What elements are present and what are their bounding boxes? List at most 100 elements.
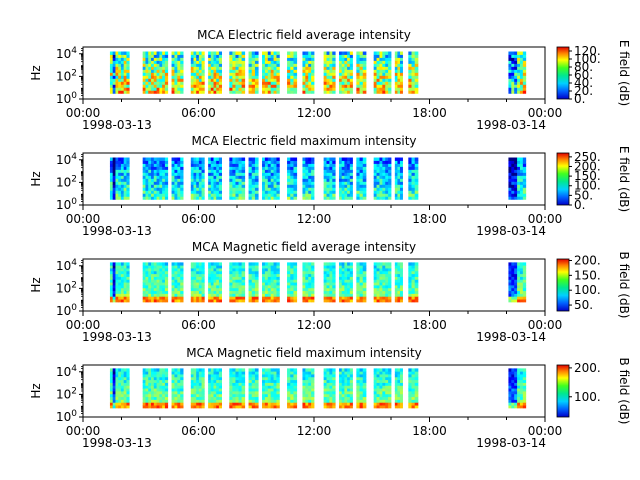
spectrogram-cell — [177, 166, 181, 170]
spectrogram-cell — [344, 299, 348, 303]
spectrogram-cell — [508, 184, 512, 188]
spectrogram-cell — [519, 296, 524, 300]
spectrogram-cell — [171, 402, 175, 406]
spectrogram-cell — [213, 66, 217, 70]
spectrogram-cell — [229, 276, 233, 280]
spectrogram-cell — [376, 175, 380, 179]
spectrogram-cell — [305, 270, 309, 275]
spectrogram-cell — [349, 169, 353, 173]
spectrogram-cell — [262, 75, 266, 79]
spectrogram-cell — [190, 382, 194, 386]
spectrogram-cell — [411, 296, 416, 300]
spectrogram-cell — [232, 293, 236, 297]
spectrogram-cell — [213, 376, 217, 381]
spectrogram — [109, 262, 527, 303]
spectrogram-cell — [511, 196, 515, 200]
spectrogram-cell — [305, 405, 309, 409]
spectrogram-cell — [408, 75, 412, 79]
spectrogram-cell — [171, 75, 175, 79]
spectrogram-cell — [210, 399, 214, 403]
spectrogram-cell — [508, 75, 512, 79]
spectrogram-cell — [514, 172, 518, 176]
spectrogram-cell — [332, 157, 336, 161]
spectrogram-cell — [159, 385, 163, 389]
spectrogram-cell — [379, 396, 383, 400]
spectrogram-cell — [238, 382, 243, 386]
spectrogram-cell — [356, 287, 360, 292]
spectrogram-cell — [126, 172, 130, 176]
spectrogram-cell — [216, 382, 220, 386]
colorbar-tick-label: 100. — [574, 283, 601, 297]
spectrogram-cell — [311, 385, 315, 389]
spectrogram-cell — [126, 282, 130, 286]
spectrogram-cell — [341, 81, 345, 85]
spectrogram-cell — [164, 262, 169, 266]
spectrogram-cell — [511, 270, 515, 275]
spectrogram-cell — [229, 393, 233, 398]
spectrogram-cell — [118, 262, 122, 266]
spectrogram-cell — [326, 405, 330, 409]
spectrogram-cell — [341, 405, 345, 409]
spectrogram-cell — [382, 385, 386, 389]
spectrogram-cell — [112, 90, 116, 94]
spectrogram-cell — [508, 72, 512, 76]
spectrogram-cell — [123, 169, 127, 173]
spectrogram-cell — [411, 181, 416, 185]
spectrogram-cell — [388, 66, 392, 70]
spectrogram-cell — [339, 60, 343, 64]
spectrogram-cell — [109, 160, 114, 164]
spectrogram-cell — [232, 87, 236, 91]
spectrogram-cell — [193, 262, 197, 266]
spectrogram-cell — [174, 78, 178, 82]
spectrogram-cell — [210, 293, 214, 297]
spectrogram-cell — [359, 75, 364, 79]
spectrogram-cell — [344, 405, 348, 409]
spectrogram-cell — [267, 166, 272, 170]
spectrogram-cell — [347, 190, 351, 194]
spectrogram-cell — [254, 193, 259, 197]
spectrogram-cell — [164, 72, 169, 76]
spectrogram-cell — [382, 163, 386, 167]
spectrogram-cell — [329, 382, 333, 386]
spectrogram-cell — [235, 293, 239, 297]
spectrogram-cell — [326, 368, 330, 372]
spectrogram-cell — [115, 160, 119, 164]
spectrogram-cell — [397, 402, 401, 406]
spectrogram-cell — [397, 54, 401, 58]
spectrogram-cell — [238, 90, 243, 94]
spectrogram-cell — [414, 72, 419, 76]
spectrogram-cell — [514, 196, 518, 200]
spectrogram-cell — [159, 69, 163, 73]
spectrogram-cell — [238, 282, 243, 286]
spectrogram-cell — [151, 385, 155, 389]
spectrogram-cell — [159, 293, 163, 297]
spectrogram-cell — [326, 157, 330, 161]
spectrogram-cell — [115, 391, 119, 395]
spectrogram-cell — [174, 371, 178, 375]
spectrogram-cell — [362, 84, 367, 88]
spectrogram-cell — [385, 368, 389, 372]
spectrogram-cell — [251, 72, 256, 76]
spectrogram-cell — [385, 399, 389, 403]
spectrogram-cell — [522, 268, 527, 272]
spectrogram-cell — [290, 402, 294, 406]
spectrogram-cell — [385, 157, 389, 161]
spectrogram-cell — [262, 276, 266, 280]
spectrogram-cell — [522, 299, 527, 303]
spectrogram-cell — [267, 262, 272, 266]
spectrogram-cell — [326, 293, 330, 297]
spectrogram-cell — [180, 270, 184, 275]
colorbar-label: B field (dB) — [617, 358, 631, 425]
spectrogram-cell — [264, 299, 269, 303]
spectrogram-cell — [519, 78, 524, 82]
spectrogram-cell — [341, 172, 345, 176]
spectrogram-cell — [126, 72, 130, 76]
spectrogram-cell — [290, 405, 294, 409]
spectrogram-cell — [347, 368, 351, 372]
spectrogram-cell — [148, 399, 152, 403]
spectrogram-cell — [218, 368, 222, 372]
spectrogram-cell — [159, 57, 163, 61]
spectrogram-cell — [323, 290, 327, 294]
spectrogram-cell — [332, 265, 336, 269]
spectrogram-cell — [109, 379, 114, 383]
